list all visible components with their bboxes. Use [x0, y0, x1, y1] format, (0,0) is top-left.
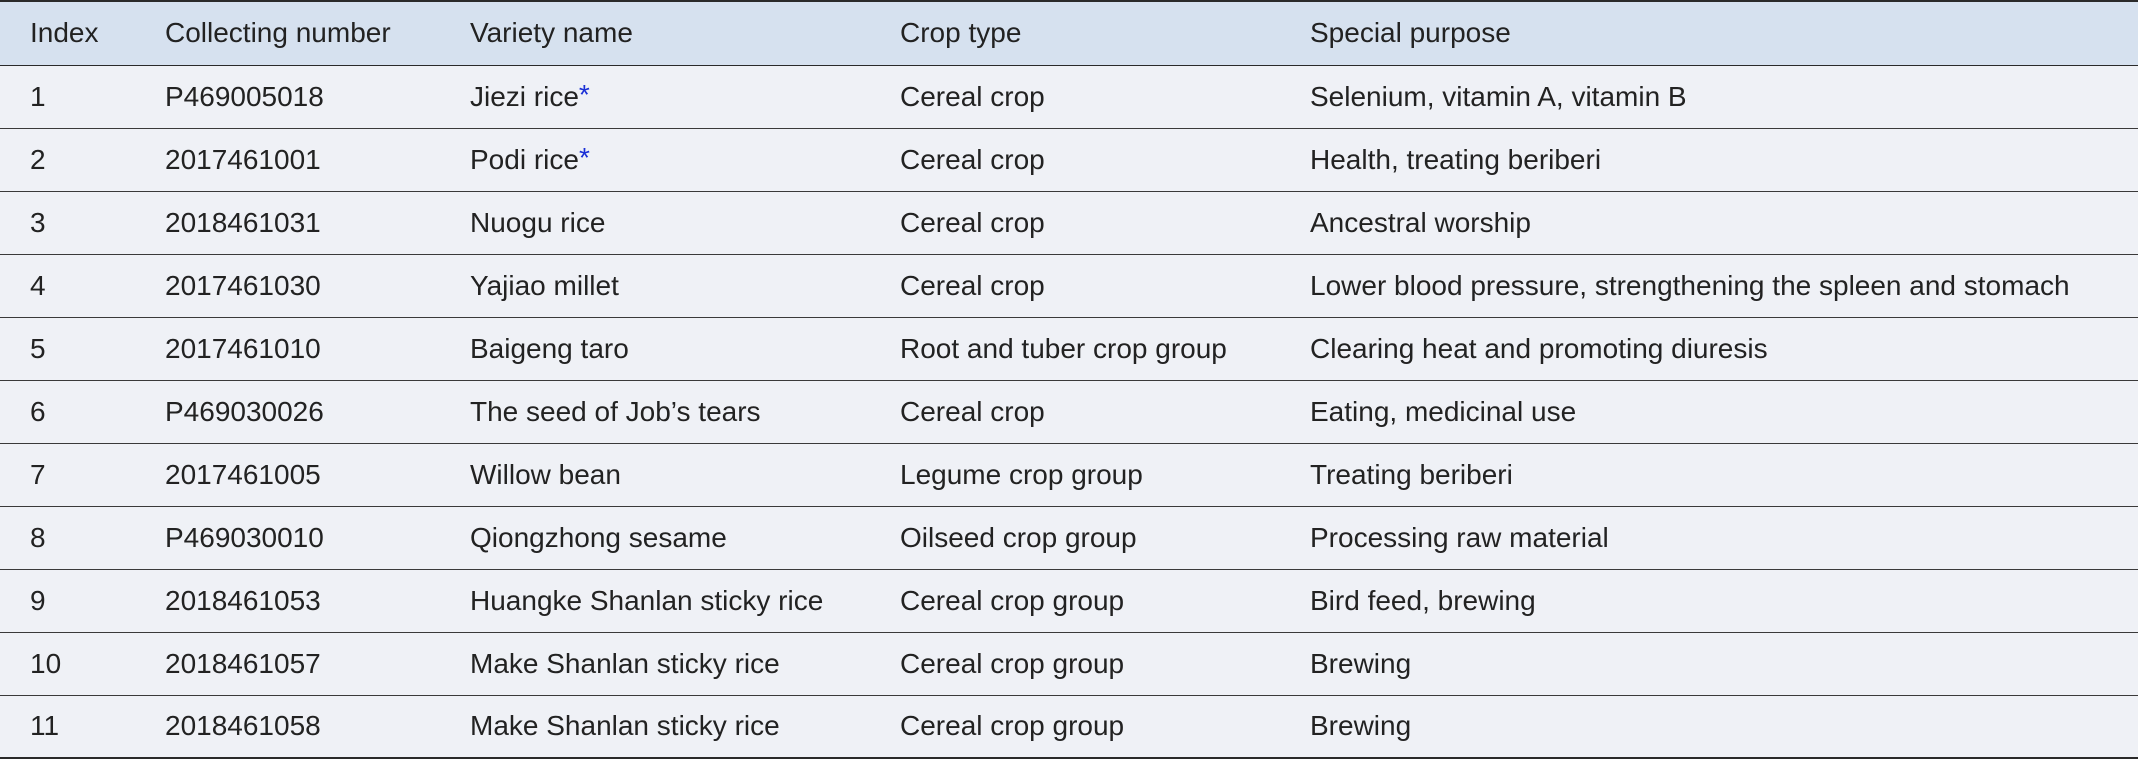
cell-variety-name: Make Shanlan sticky rice [470, 632, 900, 695]
header-variety-name: Variety name [470, 17, 633, 49]
cell-variety-name: Willow bean [470, 443, 900, 506]
cell-special-purpose: Lower blood pressure, strengthening the … [1310, 269, 2070, 301]
header-crop-type: Crop type [900, 17, 1022, 49]
cell-crop-type: Legume crop group [900, 458, 1143, 490]
variety-name-text: Jiezi rice [470, 80, 579, 112]
variety-name-text: Willow bean [470, 458, 621, 490]
cell-collecting-number: 2017461010 [165, 332, 321, 364]
cell-variety-name: Yajiao millet [470, 254, 900, 317]
cell-variety-name: Qiongzhong sesame [470, 506, 900, 569]
variety-name-text: Qiongzhong sesame [470, 521, 727, 553]
cell-collecting-number: 2018461058 [165, 710, 321, 742]
cell-index: 10 [30, 647, 62, 679]
cell-collecting-number: P469030010 [165, 521, 324, 553]
header-index: Index [30, 17, 99, 49]
header-special-purpose: Special purpose [1310, 17, 1511, 49]
cell-variety-name: Baigeng taro [470, 317, 900, 380]
table-row: 3 2018461031 Nuogu rice Cereal crop Ancestra… [0, 191, 2138, 254]
cell-index: 4 [30, 269, 46, 301]
cell-crop-type: Cereal crop [900, 206, 1045, 238]
table-row: 5 2017461010 Baigeng taro Root and tuber cr… [0, 317, 2138, 380]
cell-crop-type: Cereal crop [900, 269, 1045, 301]
cell-variety-name: The seed of Job’s tears [470, 380, 900, 443]
cell-crop-type: Cereal crop group [900, 710, 1125, 742]
variety-name-text: Nuogu rice [470, 206, 606, 238]
table-row: 10 2018461057 Make Shanlan sticky rice Cere… [0, 632, 2138, 695]
cell-variety-name: Huangke Shanlan sticky rice [470, 569, 900, 632]
table-header: Index Collecting number Variety name Cro… [0, 1, 2138, 65]
variety-name-text: Podi rice [470, 143, 579, 175]
table-row: 8 P469030010 Qiongzhong sesame Oilseed crop… [0, 506, 2138, 569]
table-row: 7 2017461005 Willow bean Legume crop group T… [0, 443, 2138, 506]
variety-name-text: Make Shanlan sticky rice [470, 710, 780, 742]
variety-name-text: Baigeng taro [470, 332, 629, 364]
header-collecting-number: Collecting number [165, 17, 391, 49]
variety-name-text: Make Shanlan sticky rice [470, 647, 780, 679]
cell-collecting-number: P469030026 [165, 395, 324, 427]
cell-special-purpose: Clearing heat and promoting diuresis [1310, 332, 1768, 364]
cell-collecting-number: 2017461005 [165, 458, 321, 490]
cell-variety-name: Podi rice* [470, 128, 900, 191]
table-row: 2 2017461001 Podi rice* Cereal crop Health, … [0, 128, 2138, 191]
table-row: 1 P469005018 Jiezi rice* Cereal crop Seleniu… [0, 65, 2138, 128]
table-row: 9 2018461053 Huangke Shanlan sticky rice Ce… [0, 569, 2138, 632]
footnote-mark: * [578, 141, 590, 173]
cell-collecting-number: 2017461030 [165, 269, 321, 301]
cell-crop-type: Root and tuber crop group [900, 332, 1227, 364]
cell-special-purpose: Treating beriberi [1310, 458, 1513, 490]
cell-special-purpose: Bird feed, brewing [1310, 584, 1536, 616]
table-row: 4 2017461030 Yajiao millet Cereal crop Lower… [0, 254, 2138, 317]
cell-index: 6 [30, 395, 46, 427]
cell-collecting-number: 2018461057 [165, 647, 321, 679]
footnote-mark: * [578, 78, 590, 110]
cell-index: 5 [30, 332, 46, 364]
table-row: 11 2018461058 Make Shanlan sticky rice Cere… [0, 695, 2138, 758]
variety-name-text: The seed of Job’s tears [470, 395, 761, 427]
cell-crop-type: Cereal crop [900, 80, 1045, 112]
cell-special-purpose: Ancestral worship [1310, 206, 1531, 238]
cell-special-purpose: Processing raw material [1310, 521, 1609, 553]
cell-collecting-number: 2017461001 [165, 143, 321, 175]
cell-index: 9 [30, 584, 46, 616]
cell-crop-type: Cereal crop [900, 395, 1045, 427]
cell-special-purpose: Brewing [1310, 710, 1412, 742]
header-row: Index Collecting number Variety name Cro… [0, 1, 2138, 65]
cell-crop-type: Cereal crop [900, 143, 1045, 175]
cell-special-purpose: Eating, medicinal use [1310, 395, 1577, 427]
cell-crop-type: Cereal crop group [900, 647, 1125, 679]
cell-index: 7 [30, 458, 46, 490]
cell-collecting-number: 2018461053 [165, 584, 321, 616]
table-row: 6 P469030026 The seed of Job’s tears Cereal… [0, 380, 2138, 443]
cell-special-purpose: Selenium, vitamin A, vitamin B [1310, 80, 1687, 112]
cell-special-purpose: Health, treating beriberi [1310, 143, 1602, 175]
cell-index: 11 [30, 710, 60, 742]
cell-index: 1 [30, 80, 46, 112]
cell-variety-name: Jiezi rice* [470, 65, 900, 128]
cell-variety-name: Make Shanlan sticky rice [470, 695, 900, 758]
table-body: 1 P469005018 Jiezi rice* Cereal crop Seleniu… [0, 65, 2138, 758]
variety-name-text: Huangke Shanlan sticky rice [470, 584, 824, 616]
variety-name-text: Yajiao millet [470, 269, 619, 301]
cell-crop-type: Cereal crop group [900, 584, 1125, 616]
cell-index: 3 [30, 206, 46, 238]
cell-crop-type: Oilseed crop group [900, 521, 1137, 553]
cell-index: 2 [30, 143, 46, 175]
cell-collecting-number: P469005018 [165, 80, 324, 112]
cell-collecting-number: 2018461031 [165, 206, 321, 238]
cell-special-purpose: Brewing [1310, 647, 1412, 679]
cell-variety-name: Nuogu rice [470, 191, 900, 254]
cell-index: 8 [30, 521, 46, 553]
